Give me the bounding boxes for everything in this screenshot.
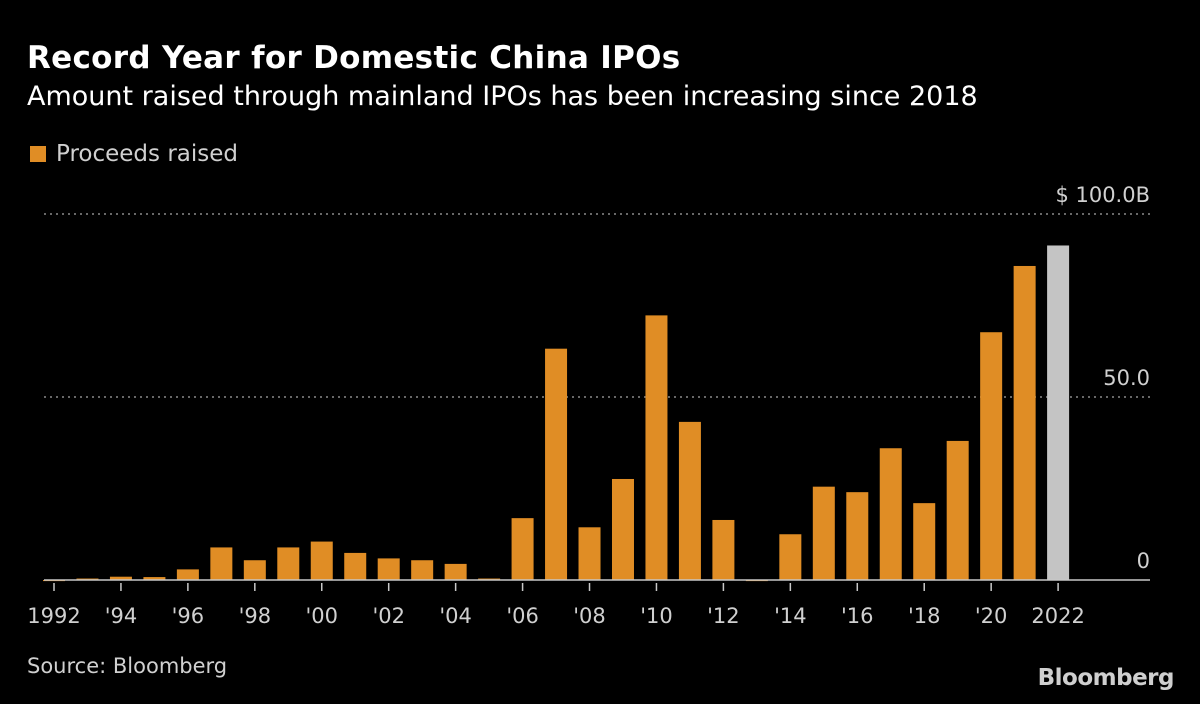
bar-2006 — [511, 518, 534, 580]
bar-1994 — [109, 576, 132, 580]
bar-1996 — [176, 569, 199, 580]
y-tick-label: 0 — [1137, 549, 1150, 573]
bar-2019 — [946, 440, 969, 580]
bar-2004 — [444, 563, 467, 580]
x-tick-label: '10 — [640, 604, 673, 628]
x-tick-label: '18 — [908, 604, 941, 628]
x-tick-label: '04 — [439, 604, 472, 628]
legend: Proceeds raised — [30, 141, 238, 167]
bloomberg-logo: Bloomberg — [1037, 665, 1175, 691]
bar-2008 — [578, 527, 601, 580]
x-tick-label: '12 — [707, 604, 740, 628]
x-tick-label: '00 — [306, 604, 339, 628]
x-tick-label: '96 — [172, 604, 205, 628]
y-tick-label: 50.0 — [1103, 366, 1150, 390]
bar-1999 — [277, 547, 300, 580]
x-tick-label: '94 — [105, 604, 138, 628]
bar-2014 — [779, 534, 802, 580]
bar-2020 — [980, 332, 1003, 580]
bar-1997 — [210, 547, 233, 580]
bar-2015 — [812, 486, 835, 580]
x-tick-label: '98 — [239, 604, 272, 628]
source-note: Source: Bloomberg — [27, 654, 228, 678]
x-tick-label: '16 — [841, 604, 874, 628]
x-tick-label: 2022 — [1031, 604, 1084, 628]
bar-2001 — [344, 552, 367, 580]
bar-2021 — [1013, 265, 1036, 580]
legend-swatch — [30, 146, 46, 162]
bar-2018 — [913, 503, 936, 580]
bar-2009 — [611, 478, 634, 580]
bar-2010 — [645, 315, 668, 580]
legend-label: Proceeds raised — [56, 141, 239, 167]
x-tick-label: '14 — [774, 604, 807, 628]
y-tick-label: $ 100.0B — [1055, 183, 1150, 207]
x-tick-label: '08 — [573, 604, 606, 628]
bar-1998 — [243, 560, 266, 580]
bar-2017 — [879, 448, 902, 580]
bar-2000 — [310, 541, 333, 580]
x-tick-label: '02 — [372, 604, 405, 628]
x-tick-label: '06 — [506, 604, 539, 628]
bar-2007 — [545, 348, 568, 580]
chart-subtitle: Amount raised through mainland IPOs has … — [27, 81, 978, 112]
chart-title: Record Year for Domestic China IPOs — [27, 40, 681, 76]
x-tick-label: '20 — [975, 604, 1008, 628]
bar-2022 — [1047, 245, 1070, 580]
bar-1995 — [143, 577, 166, 580]
bar-2011 — [678, 421, 701, 580]
x-tick-label: 1992 — [27, 604, 80, 628]
bar-2012 — [712, 519, 735, 580]
bar-2002 — [377, 558, 400, 580]
bar-2003 — [411, 560, 434, 580]
bar-2016 — [846, 492, 869, 580]
